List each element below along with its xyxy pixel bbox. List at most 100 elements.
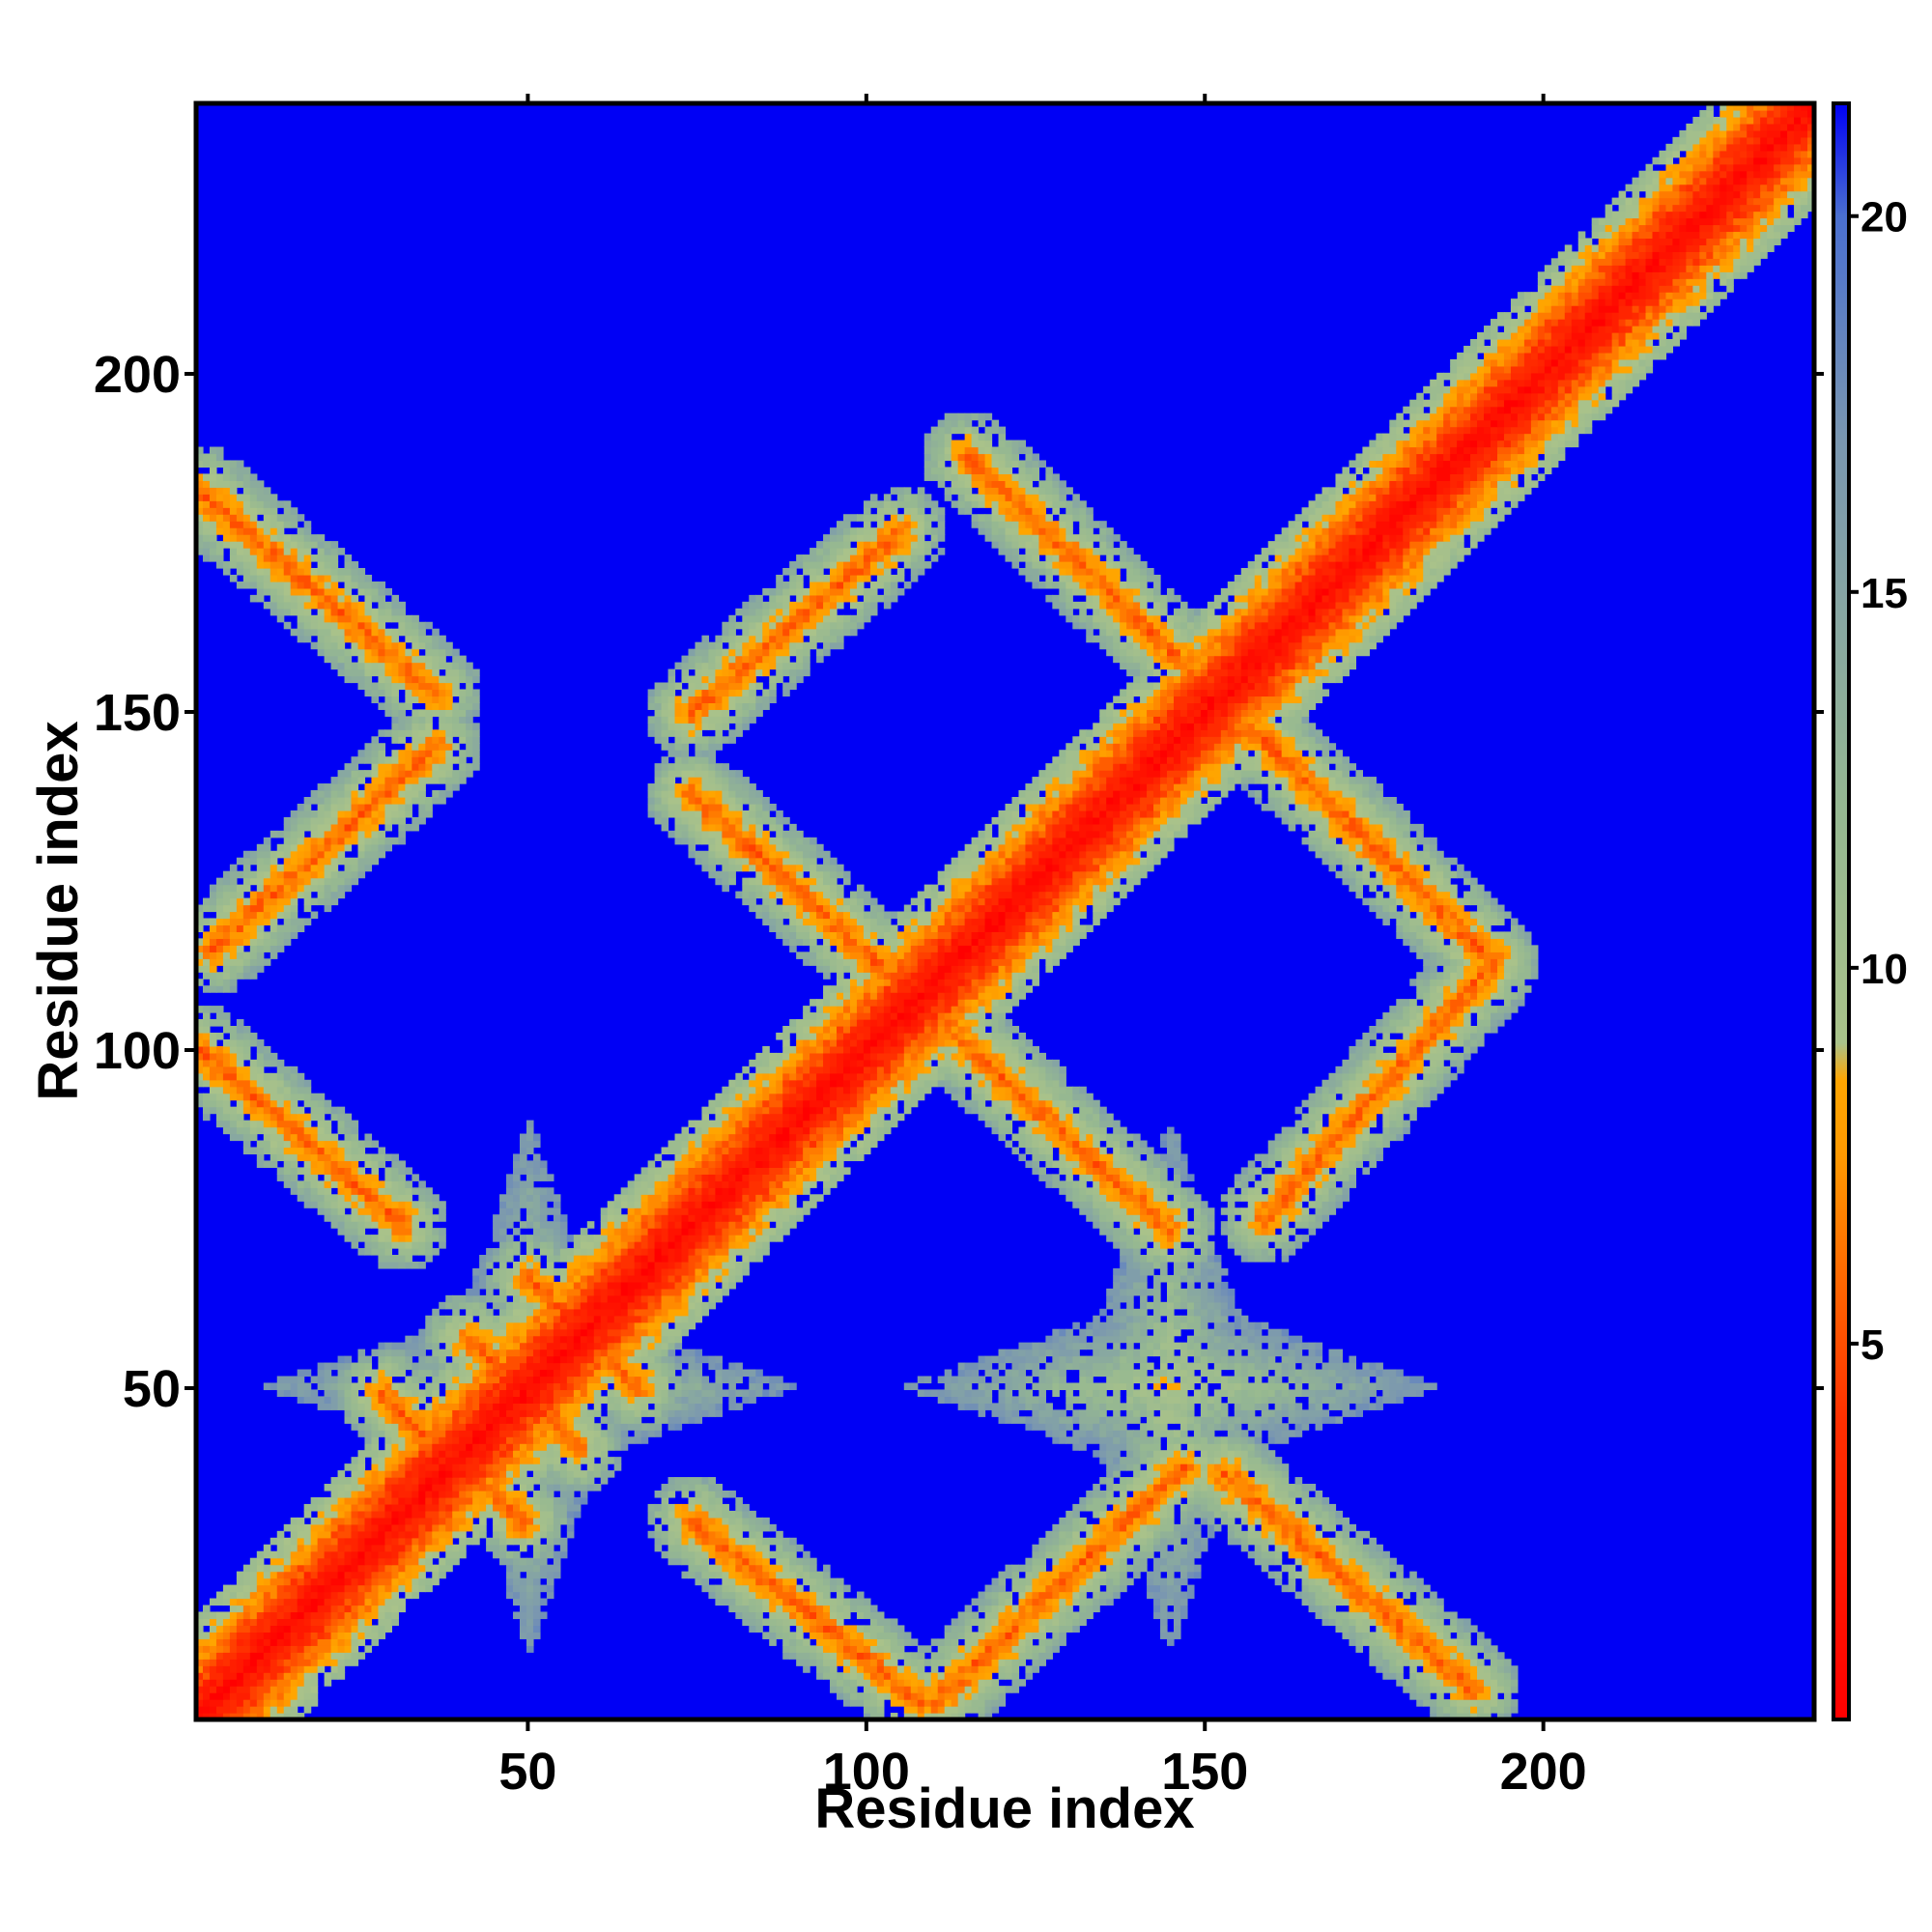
- heatmap-cell: [668, 1409, 676, 1417]
- heatmap-cell: [1140, 1261, 1154, 1269]
- heatmap-cell: [405, 1362, 412, 1371]
- heatmap-cell: [553, 1396, 561, 1404]
- heatmap-cell: [728, 1396, 736, 1404]
- heatmap-cell: [310, 1571, 319, 1579]
- heatmap-cell: [1220, 1349, 1229, 1357]
- heatmap-cell: [1179, 1396, 1188, 1404]
- heatmap-cell: [876, 1699, 885, 1707]
- heatmap-cell: [998, 1699, 1007, 1707]
- heatmap-cell: [661, 1517, 669, 1525]
- heatmap-cell: [412, 1248, 419, 1256]
- heatmap-cell: [1301, 1362, 1310, 1371]
- heatmap-cell: [776, 1577, 783, 1586]
- heatmap-cell: [1160, 1496, 1168, 1505]
- heatmap-cell: [1086, 1490, 1094, 1498]
- heatmap-cell: [580, 1255, 588, 1263]
- heatmap-cell: [242, 1618, 251, 1627]
- heatmap-cell: [722, 1517, 729, 1525]
- heatmap-cell: [668, 1503, 676, 1512]
- heatmap-cell: [1086, 1564, 1094, 1573]
- heatmap-cell: [695, 1530, 703, 1539]
- heatmap-cell: [553, 1443, 561, 1451]
- heatmap-cell: [1315, 1403, 1323, 1410]
- heatmap-cell: [910, 1692, 919, 1700]
- heatmap-cell: [1120, 1530, 1127, 1539]
- heatmap-cell: [701, 1477, 710, 1485]
- heatmap-cell: [479, 1443, 487, 1451]
- heatmap-cell: [1173, 1564, 1181, 1573]
- heatmap-cell: [580, 1403, 588, 1410]
- heatmap-cell: [1093, 1591, 1100, 1600]
- heatmap-cell: [1470, 1692, 1478, 1700]
- heatmap-cell: [1261, 1530, 1269, 1539]
- heatmap-cell: [1416, 1672, 1424, 1680]
- heatmap-cell: [1335, 1618, 1344, 1627]
- heatmap-cell: [1045, 1362, 1060, 1371]
- heatmap-cell: [1099, 1430, 1107, 1437]
- heatmap-cell: [937, 1638, 946, 1646]
- heatmap-cell: [513, 1308, 527, 1317]
- heatmap-cell: [317, 1530, 332, 1539]
- heatmap-cell: [546, 1443, 554, 1451]
- heatmap-cell: [202, 1618, 211, 1627]
- heatmap-cell: [297, 1584, 305, 1593]
- heatmap-cell: [1369, 1611, 1383, 1620]
- heatmap-cell: [513, 1470, 521, 1478]
- heatmap-cell: [371, 1409, 380, 1417]
- heatmap-cell: [1173, 1443, 1181, 1451]
- heatmap-cell: [1153, 1369, 1161, 1378]
- heatmap-cell: [1200, 1396, 1208, 1404]
- heatmap-cell: [202, 1645, 211, 1653]
- heatmap-cell: [1254, 1557, 1263, 1566]
- heatmap-cell: [1477, 1659, 1485, 1666]
- heatmap-cell: [324, 1591, 332, 1600]
- heatmap-cell: [640, 1335, 649, 1344]
- heatmap-cell: [1167, 1577, 1175, 1586]
- heatmap-cell: [1120, 1349, 1127, 1357]
- heatmap-cell: [715, 1274, 723, 1283]
- heatmap-cell: [297, 1396, 305, 1404]
- heatmap-cell: [1200, 1369, 1215, 1378]
- heatmap-cell: [1160, 1625, 1168, 1633]
- heatmap-cell: [472, 1328, 494, 1337]
- heatmap-cell: [613, 1436, 622, 1444]
- heatmap-cell: [654, 1355, 663, 1364]
- heatmap-cell: [378, 1382, 386, 1391]
- heatmap-cell: [1220, 1403, 1229, 1410]
- heatmap-cell: [452, 1544, 460, 1552]
- heatmap-cell: [445, 1396, 453, 1404]
- heatmap-cell: [1193, 1544, 1202, 1552]
- heatmap-cell: [493, 1403, 500, 1410]
- heatmap-cell: [1200, 1403, 1208, 1410]
- heatmap-cell: [1065, 1423, 1073, 1431]
- heatmap-cell: [830, 1672, 838, 1680]
- heatmap-cell: [229, 1713, 244, 1719]
- heatmap-cell: [330, 1517, 346, 1525]
- heatmap-cell: [1254, 1443, 1263, 1451]
- heatmap-cell: [270, 1665, 285, 1673]
- heatmap-cell: [1389, 1638, 1397, 1646]
- heatmap-cell: [1147, 1416, 1154, 1424]
- heatmap-cell: [270, 1557, 285, 1566]
- heatmap-cell: [991, 1645, 1000, 1653]
- heatmap-cell: [1443, 1659, 1451, 1666]
- heatmap-cell: [479, 1362, 487, 1371]
- heatmap-cell: [520, 1362, 527, 1371]
- heatmap-cell: [1342, 1530, 1350, 1539]
- heatmap-cell: [418, 1584, 426, 1593]
- heatmap-cell: [222, 1686, 231, 1693]
- heatmap-cell: [1106, 1301, 1114, 1310]
- heatmap-cell: [378, 1355, 386, 1364]
- heatmap-cell: [1335, 1517, 1344, 1525]
- heatmap-cell: [425, 1463, 440, 1471]
- heatmap-cell: [209, 1665, 217, 1673]
- heatmap-cell: [593, 1463, 602, 1471]
- heatmap-cell: [276, 1382, 292, 1391]
- heatmap-cell: [526, 1423, 534, 1431]
- heatmap-cell: [769, 1550, 777, 1559]
- heatmap-cell: [593, 1484, 602, 1492]
- heatmap-cell: [1186, 1564, 1195, 1573]
- heatmap-cell: [1038, 1355, 1046, 1364]
- heatmap-cell: [1120, 1355, 1127, 1364]
- heatmap-cell: [681, 1376, 690, 1384]
